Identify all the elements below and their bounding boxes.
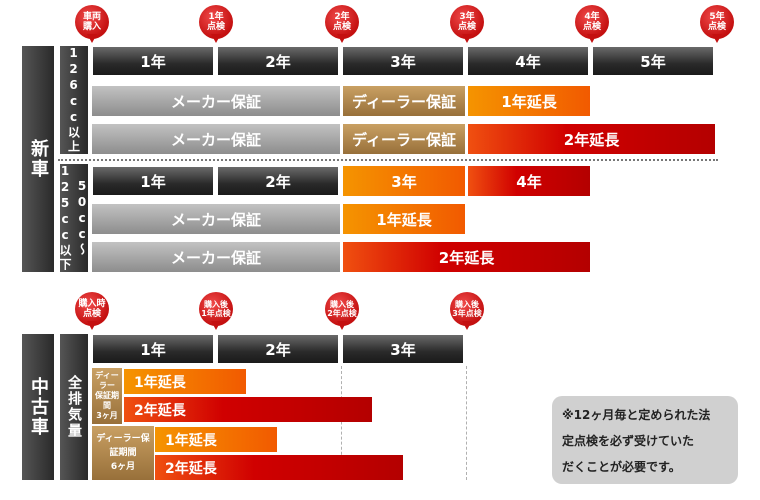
new-year-1: 1年 [92,46,214,76]
used-year-2: 2年 [217,334,339,364]
pin-used-2yr: 購入後 2年点検 [325,292,359,332]
g2-year-3: 3年 [343,166,465,196]
new-year-4: 4年 [467,46,589,76]
pin-used-1yr: 購入後 1年点検 [199,292,233,332]
used-guide-3yr [466,366,467,480]
pin-used-3yr: 購入後 3年点検 [450,292,484,332]
pin-1yr-inspection: 1年 点検 [199,5,233,45]
new-year-2: 2年 [217,46,339,76]
dealer-warranty-6m-tag: ディーラー保証期間 6ヶ月 [92,426,154,480]
used-6m-2yr-extension: 2年延長 [155,455,403,480]
group-divider [58,159,718,161]
g1-row2-dealer-warranty: ディーラー保証 [343,124,465,154]
used-car-label: 中古車 [22,334,54,480]
pin-5yr-inspection: 5年 点検 [700,5,734,45]
pin-2yr-inspection: 2年 点検 [325,5,359,45]
group-126cc-label: 126cc以上 [60,46,88,154]
new-car-label: 新車 [22,46,54,272]
used-year-1: 1年 [92,334,214,364]
inspection-note: ※12ヶ月毎と定められた法 定点検を必ず受けていた だくことが必要です。 [552,396,738,484]
g1-row1-extension: 1年延長 [468,86,590,116]
g1-row1-dealer-warranty: ディーラー保証 [343,86,465,116]
g1-row2-extension: 2年延長 [468,124,715,154]
group-50-125cc-label: 50cc〜125cc以下 [58,164,89,272]
g2-row1-maker-warranty: メーカー保証 [92,204,340,234]
used-3m-1yr-extension: 1年延長 [124,369,246,394]
g2-year-1: 1年 [92,166,214,196]
g2-row1-extension: 1年延長 [343,204,465,234]
g1-row2-maker-warranty: メーカー保証 [92,124,340,154]
pin-4yr-inspection: 4年 点検 [575,5,609,45]
used-year-3: 3年 [342,334,464,364]
g2-row2-maker-warranty: メーカー保証 [92,242,340,272]
pin-purchase: 車両 購入 [75,5,109,45]
pin-3yr-inspection: 3年 点検 [450,5,484,45]
new-year-5: 5年 [592,46,714,76]
new-year-3: 3年 [342,46,464,76]
g2-row2-extension: 2年延長 [343,242,590,272]
g2-year-4: 4年 [468,166,590,196]
g1-row1-maker-warranty: メーカー保証 [92,86,340,116]
pin-used-purchase: 購入時 点検 [75,292,109,332]
used-3m-2yr-extension: 2年延長 [124,397,372,422]
g2-year-2: 2年 [217,166,339,196]
dealer-warranty-3m-tag: ディーラー 保証期間 3ヶ月 [92,368,122,424]
used-6m-1yr-extension: 1年延長 [155,427,277,452]
used-guide-2yr [341,366,342,480]
all-displacement-label: 全排気量 [60,334,88,480]
